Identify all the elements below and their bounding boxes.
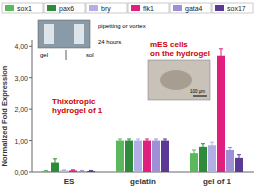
x-tick-label: gel of 1 [203, 177, 232, 186]
error-bar [44, 170, 48, 171]
x-tick-label: ES [64, 177, 75, 186]
legend-swatch [215, 5, 224, 11]
annotation: pipetting or vortex [98, 23, 146, 29]
bar [78, 171, 86, 172]
y-tick-label: 3,00 [14, 75, 28, 82]
bar [116, 141, 124, 172]
error-bar [62, 170, 66, 171]
error-bar [219, 49, 223, 63]
legend-swatch [5, 5, 14, 11]
error-bar [210, 142, 214, 148]
legend-item [44, 3, 85, 13]
bar [208, 145, 216, 172]
bar [69, 170, 77, 172]
x-tick-label: gelatin [130, 177, 156, 186]
annotation: sol [86, 52, 94, 58]
y-tick-label: 0,00 [14, 169, 28, 176]
legend-swatch [131, 5, 140, 11]
annotation: on the hydrogel [150, 49, 210, 58]
y-tick-label: 4,00 [14, 43, 28, 50]
bar [226, 150, 234, 172]
legend-label: sox1 [17, 5, 32, 12]
error-bar [201, 144, 205, 150]
legend-item [212, 3, 253, 13]
legend-swatch [173, 5, 182, 11]
bar [152, 141, 160, 172]
bar [143, 141, 151, 172]
annotation: gel [40, 52, 48, 58]
bar [161, 141, 169, 172]
bar [60, 170, 68, 172]
vial-gel [44, 24, 54, 44]
legend-label: bry [101, 5, 111, 13]
legend-label: gata4 [185, 5, 203, 13]
error-bar [237, 155, 241, 161]
chart-root: 0,00 1,00 2,00 3,00 4,00 Normalized Fold Expr… [0, 0, 256, 189]
legend-swatch [47, 5, 56, 11]
annotation: 24 hours [98, 39, 121, 45]
bar [87, 171, 95, 172]
error-bar [145, 139, 149, 142]
error-bar [89, 170, 93, 171]
bar [42, 171, 50, 172]
bar [134, 141, 142, 172]
annotation: hydrogel of 1 [52, 106, 103, 115]
annotation: 100 µm [190, 89, 205, 94]
error-bar [71, 170, 75, 171]
error-bar [80, 170, 84, 171]
legend-swatch [89, 5, 98, 11]
legend-label: flk1 [143, 5, 154, 12]
legend-label: sox17 [227, 5, 246, 12]
y-tick-label: 2,00 [14, 106, 28, 113]
annotation: Thixotropic [52, 97, 96, 106]
inset-photo-vials [38, 20, 90, 48]
y-axis-label: Normalized Fold Expression [0, 65, 9, 166]
chart-svg: 0,00 1,00 2,00 3,00 4,00 Normalized Fold Expr… [0, 0, 256, 189]
annotation: mES cells [150, 40, 188, 49]
error-bar [154, 139, 158, 142]
bar [199, 147, 207, 172]
error-bar [228, 147, 232, 152]
error-bar [192, 150, 196, 156]
bars [42, 49, 243, 172]
error-bar [118, 139, 122, 142]
y-axis [32, 40, 33, 172]
legend-item [128, 3, 169, 13]
legend-item [170, 3, 211, 13]
legend-item [86, 3, 127, 13]
vial-sol [74, 24, 84, 44]
cell-colony [160, 70, 192, 90]
legend-item [2, 3, 43, 13]
error-bar [163, 139, 167, 142]
error-bar [127, 139, 131, 142]
error-bar [53, 159, 57, 167]
arrow [66, 50, 67, 60]
bar [125, 141, 133, 172]
bar [217, 56, 225, 172]
y-tick-label: 1,00 [14, 138, 28, 145]
inset-photo-cells [148, 60, 210, 100]
scale-bar [193, 96, 207, 97]
legend-label: pax6 [59, 5, 74, 13]
error-bar [136, 139, 140, 142]
